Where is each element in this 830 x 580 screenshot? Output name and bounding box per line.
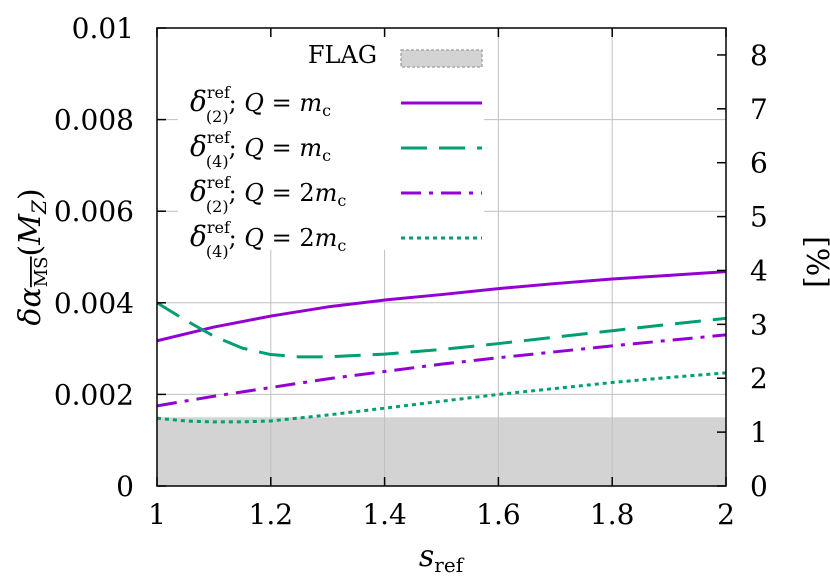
x-tick-label: 1.6 [476, 498, 521, 531]
flag-band [157, 417, 726, 486]
x-tick-label: 1.2 [249, 498, 294, 531]
x-tick-label: 1.4 [362, 498, 407, 531]
legend-entry-1: δref (2); Q = mc [190, 83, 482, 126]
legend-entry-2: δref (4); Q = mc [190, 128, 482, 171]
series-line-1 [157, 270, 726, 343]
x-axis-title: sref [419, 539, 465, 577]
y2-axis-title: [%] [799, 236, 830, 288]
y-tick-label: 0 [116, 470, 134, 503]
y2-tick-label: 6 [750, 147, 768, 180]
y-tick-label: 0.01 [72, 12, 134, 45]
legend-label-flag: FLAG [308, 41, 377, 69]
legend-label: δref (4); Q = mc [190, 128, 331, 171]
x-tick-label: 1 [148, 498, 166, 531]
y2-tick-label: 8 [750, 39, 768, 72]
legend-background [178, 32, 484, 250]
legend-entry-3: δref (2); Q = 2mc [190, 173, 482, 216]
y-axis-title: δαMS(MZ) [13, 188, 52, 325]
series-line-2 [157, 301, 726, 359]
y2-tick-label: 7 [750, 93, 768, 126]
y-tick-label: 0.004 [54, 287, 134, 320]
y-tick-label: 0.002 [54, 378, 134, 411]
y-tick-label: 0.008 [54, 104, 134, 137]
y2-tick-label: 4 [750, 254, 768, 287]
y2-tick-label: 3 [750, 308, 768, 341]
legend-label: δref (2); Q = mc [190, 83, 331, 126]
y-tick-label: 0.006 [54, 195, 134, 228]
y2-tick-label: 1 [750, 416, 768, 449]
series-line-4 [157, 371, 726, 424]
y2-tick-label: 5 [750, 201, 768, 234]
legend-entry-4: δref (4); Q = 2mc [190, 218, 482, 261]
y2-tick-label: 2 [750, 362, 768, 395]
y2-tick-label: 0 [750, 470, 768, 503]
legend-swatch-flag [400, 49, 483, 68]
legend-label: δref (4); Q = 2mc [190, 218, 346, 261]
plot-frame [156, 27, 727, 487]
legend-label: δref (2); Q = 2mc [190, 173, 346, 216]
series-line-3 [157, 333, 726, 408]
x-tick-label: 1.8 [590, 498, 635, 531]
x-tick-label: 2 [717, 498, 735, 531]
